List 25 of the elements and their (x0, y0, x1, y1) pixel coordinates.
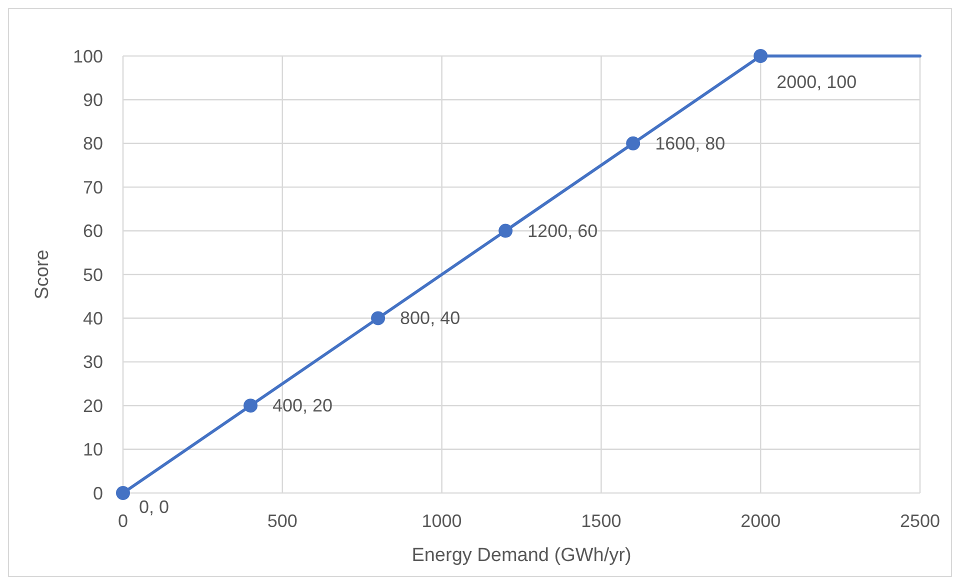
x-tick-label: 0 (118, 511, 128, 531)
y-axis-title: Score (32, 250, 53, 300)
x-tick-label: 500 (267, 511, 298, 531)
x-tick-label: 2000 (740, 511, 781, 531)
y-tick-label: 60 (82, 221, 103, 242)
data-label: 800, 40 (400, 308, 460, 328)
y-tick-label: 40 (82, 308, 103, 328)
data-label: 0, 0 (139, 497, 170, 517)
y-tick-label: 0 (92, 483, 103, 504)
x-tick-label: 1000 (422, 511, 462, 531)
y-tick-label: 70 (82, 177, 103, 198)
y-tick-label: 20 (82, 396, 103, 416)
x-tick-label: 1500 (581, 511, 622, 531)
data-label: 1200, 60 (528, 220, 598, 241)
data-label: 1600, 80 (655, 133, 726, 154)
y-tick-label: 100 (72, 46, 103, 66)
data-label: 2000, 100 (776, 72, 857, 92)
x-tick-label: 2500 (900, 511, 940, 531)
x-axis-title: Energy Demand (GWh/yr) (412, 545, 632, 566)
y-tick-label: 30 (82, 352, 103, 372)
y-tick-label: 50 (82, 264, 103, 285)
data-label: 400, 20 (272, 396, 333, 416)
y-tick-label: 10 (82, 440, 103, 460)
y-tick-label: 90 (82, 90, 103, 110)
y-tick-label: 80 (82, 134, 103, 154)
